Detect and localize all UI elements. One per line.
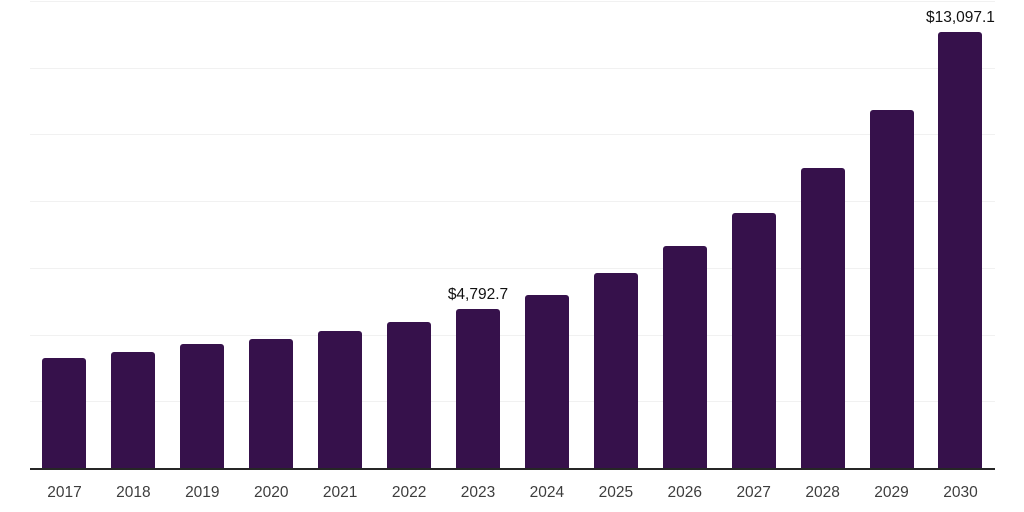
x-tick-label-2024: 2024 [529,484,565,501]
bar-slot-2020 [237,2,306,469]
x-tick-label-2022: 2022 [391,484,427,501]
x-tick-label-2019: 2019 [185,484,220,501]
bar-2023 [455,309,500,469]
value-label-2030: $13,097.1 [925,8,995,26]
x-tick-label-2018: 2018 [116,484,151,501]
bar-slot-2030: $13,097.1 [926,2,995,469]
bar-2020 [249,339,294,469]
bar-2025 [593,272,638,469]
bar-2017 [42,357,87,469]
x-tick-label-2029: 2029 [874,484,909,501]
gridlines [30,1,995,469]
bar-slot-2019 [168,2,237,469]
bar-2022 [387,322,432,469]
gridline-14000 [30,1,995,2]
bar-2026 [662,246,707,469]
bar-slot-2017 [30,2,99,469]
x-tick-label-2020: 2020 [253,484,289,501]
bar-slot-2021 [306,2,375,469]
bar-slot-2022 [375,2,444,469]
bar-2030 [938,32,983,469]
x-axis-labels: 2017 2018 2019 2020 2021 2022 2023 2024 2025 2026… [30,484,995,503]
gridline-6000 [30,267,995,269]
x-axis-line [30,468,995,470]
gridline-2000 [30,401,995,403]
x-tick-label-2027: 2027 [736,484,771,501]
bar-2021 [318,330,363,469]
bar-2027 [731,212,776,469]
value-label-2023: $4,792.7 [447,285,509,303]
gridline-10000 [30,134,995,136]
bar-2029 [869,109,914,469]
x-tick-label-2017: 2017 [47,484,82,501]
bar-slot-2023: $4,792.7 [444,2,513,469]
bar-slot-2028 [788,2,857,469]
plot-area: $4,792.7 $13,097.1 [30,1,995,469]
x-tick-label-2026: 2026 [667,484,702,501]
x-tick-label-2030: 2030 [943,484,978,501]
gridline-12000 [30,67,995,69]
bar-slot-2025 [581,2,650,469]
bar-2018 [111,351,156,469]
gridline-8000 [30,201,995,203]
bar-slot-2026 [650,2,719,469]
bar-2024 [524,294,569,469]
bar-slot-2024 [512,2,581,469]
x-tick-label-2028: 2028 [805,484,840,501]
x-tick-label-2021: 2021 [322,484,358,501]
x-tick-label-2025: 2025 [598,484,634,501]
bar-2028 [800,168,845,469]
gridline-4000 [30,334,995,336]
bar-slot-2018 [99,2,168,469]
bars-row: $4,792.7 $13,097.1 [30,2,995,469]
bar-slot-2027 [719,2,788,469]
bar-slot-2029 [857,2,926,469]
bar-2019 [180,343,225,469]
x-tick-label-2023: 2023 [460,484,496,501]
